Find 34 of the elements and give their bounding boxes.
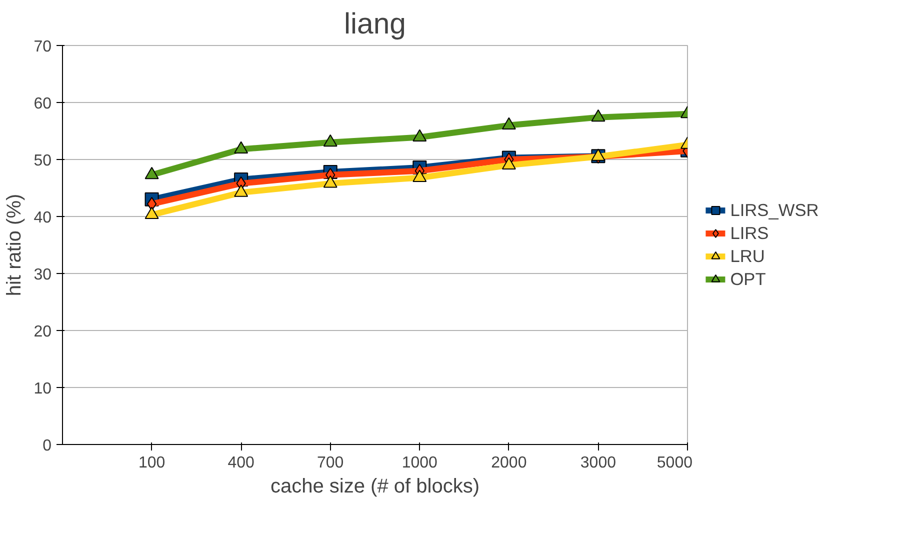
point [412, 170, 427, 182]
y-tick-label: 20 [34, 324, 52, 340]
legend-label: OPT [730, 268, 766, 290]
point [502, 117, 516, 130]
y-tick-label: 60 [34, 96, 52, 112]
x-tick-label: 700 [317, 454, 344, 472]
legend-label: LIRS_WSR [730, 200, 819, 220]
x-tick-label: 2000 [491, 454, 527, 472]
x-tick-label: 3000 [580, 454, 616, 472]
point [323, 175, 338, 188]
y-tick-label: 0 [42, 438, 52, 454]
y-tick-label: 70 [34, 38, 52, 56]
y-axis-title: hit ratio (%) [4, 194, 26, 296]
x-axis-title: cache size (# of blocks) [270, 476, 480, 498]
point [591, 148, 606, 161]
y-tick-label: 40 [34, 210, 52, 226]
point [323, 134, 338, 147]
point [234, 184, 248, 197]
point [591, 109, 606, 122]
x-tick-label: 400 [228, 454, 255, 472]
legend-label: LIRS [730, 222, 769, 244]
point [146, 196, 157, 211]
point [144, 166, 159, 180]
point [502, 157, 516, 170]
x-tick-label: 100 [138, 454, 166, 472]
point [412, 129, 427, 142]
legend-label: LRU [730, 246, 765, 266]
y-tick-label: 30 [34, 266, 52, 284]
chart-title: liang [344, 8, 406, 40]
x-tick-label: 1000 [402, 454, 438, 472]
y-tick-label: 50 [34, 152, 52, 170]
x-tick-label: 5000 [656, 454, 693, 472]
point [234, 141, 248, 154]
y-tick-label: 10 [34, 380, 52, 398]
